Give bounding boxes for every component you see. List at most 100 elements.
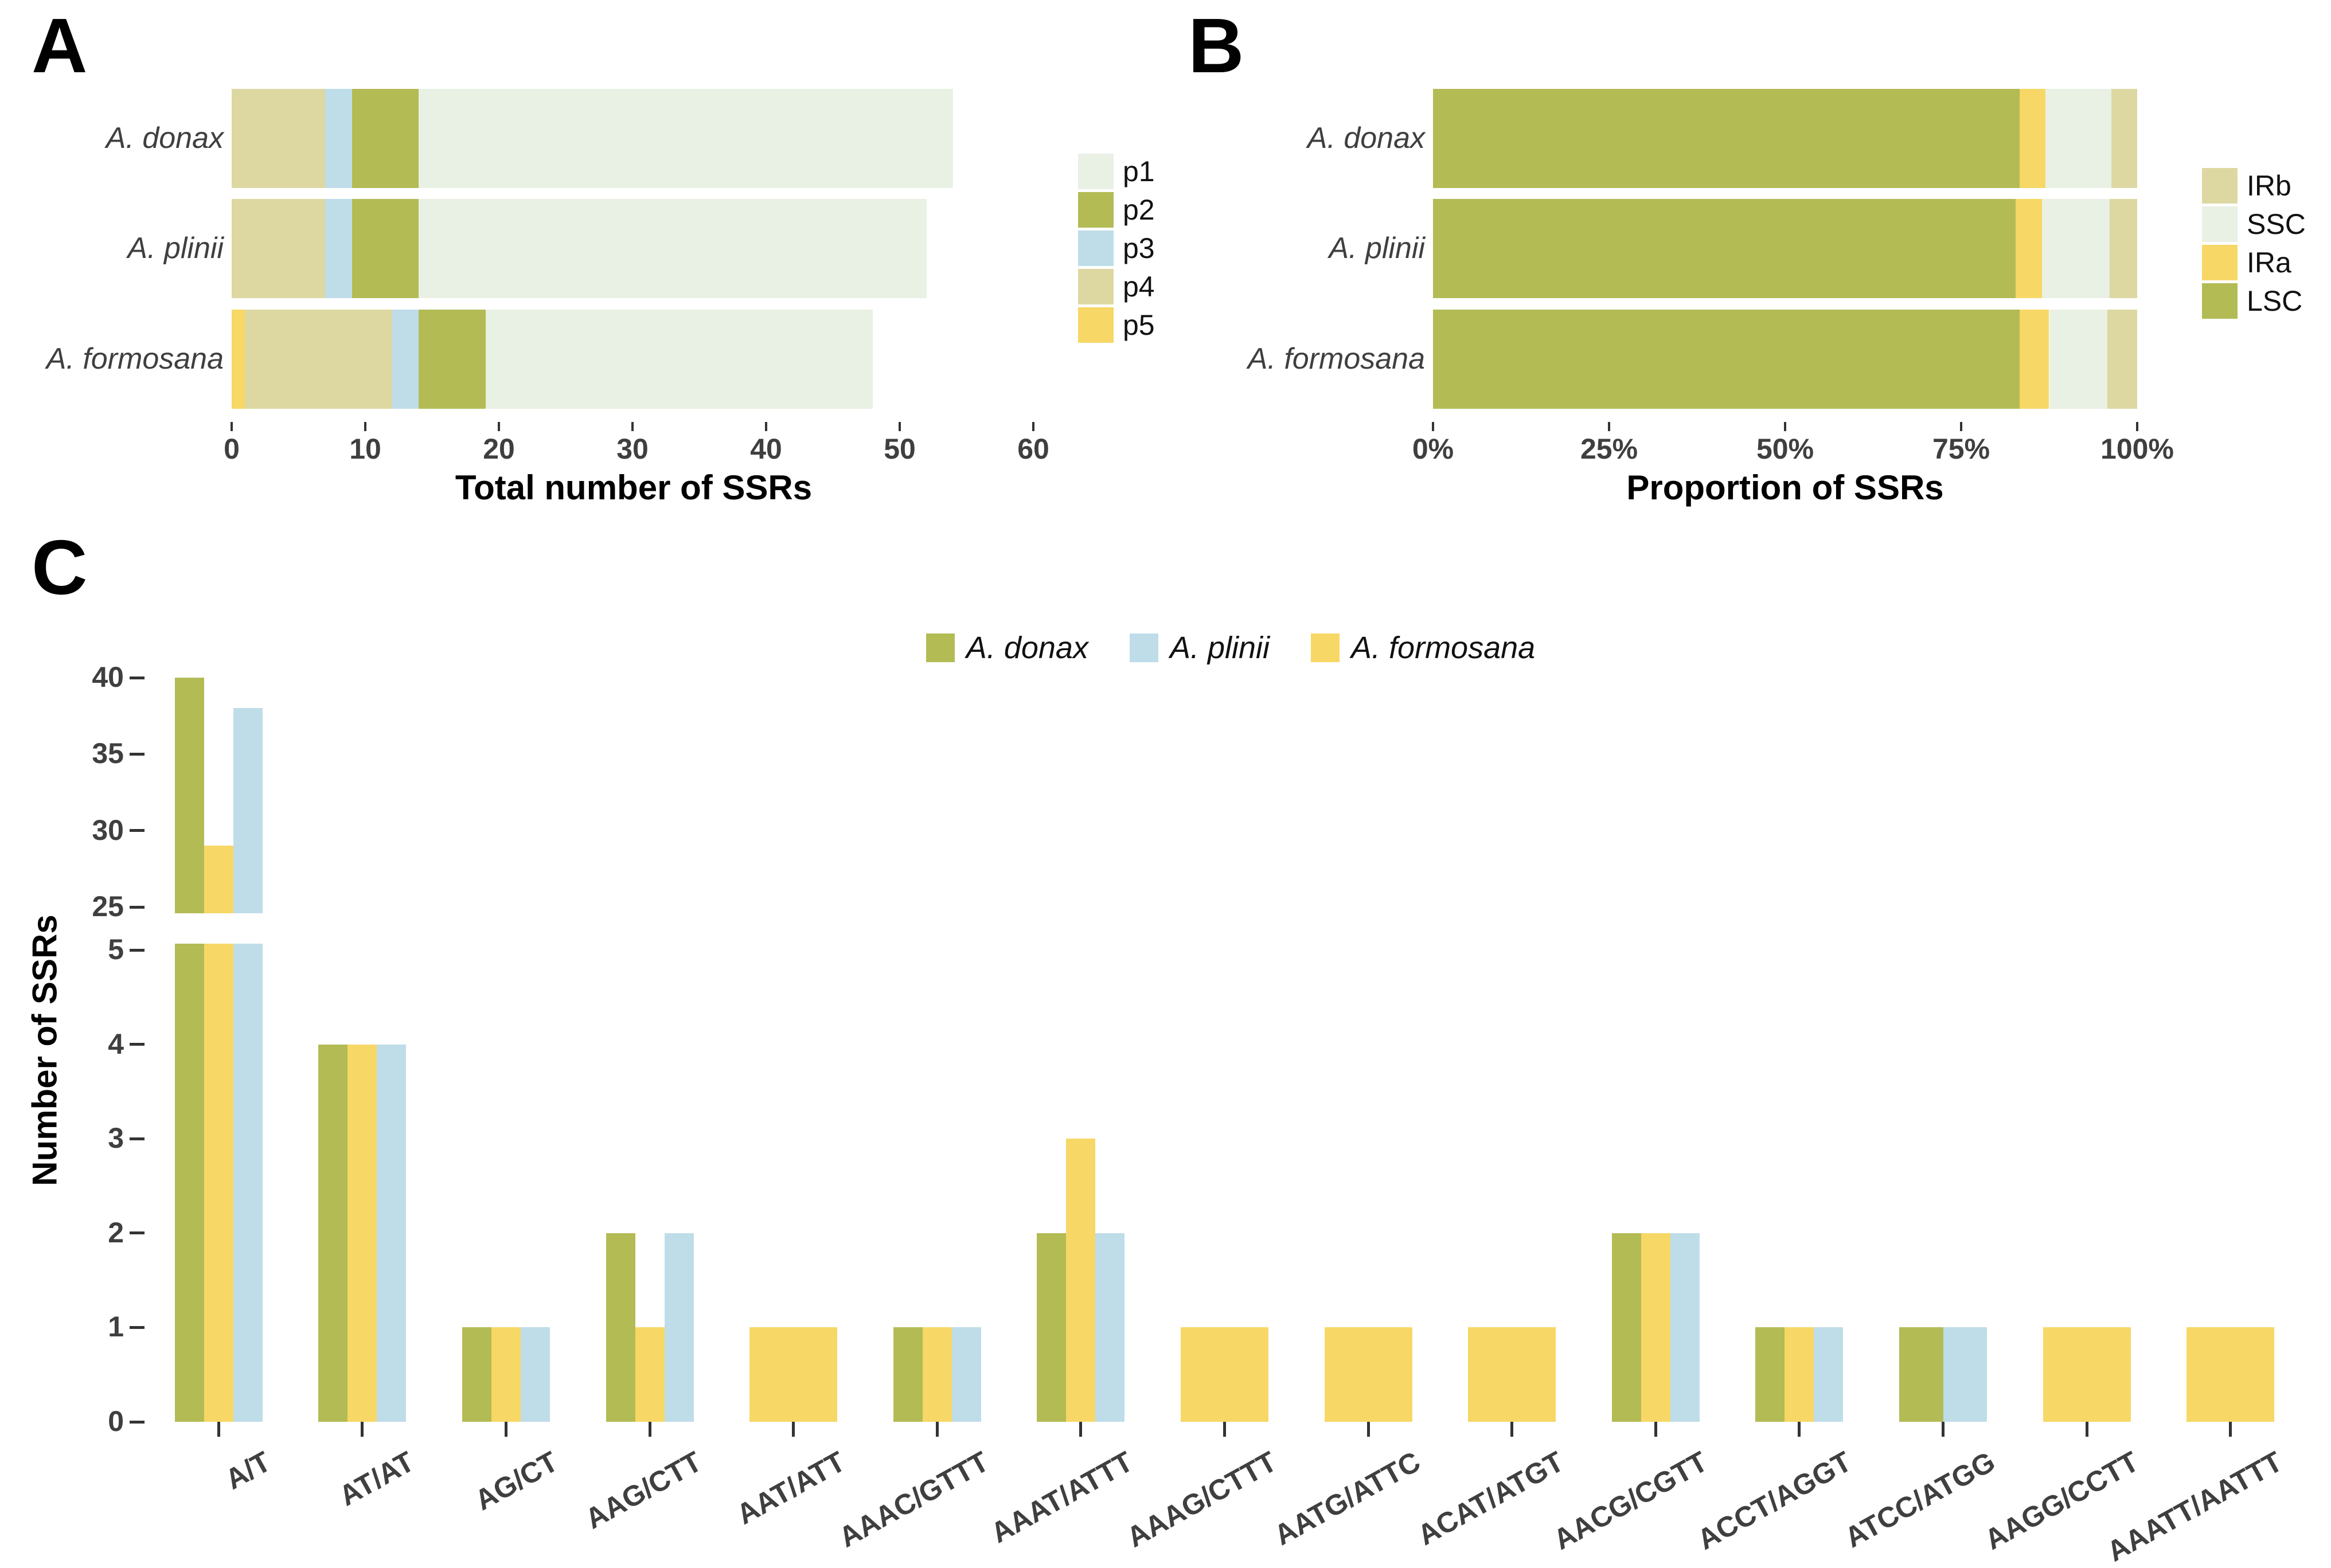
legend-label-LSC: LSC	[2247, 285, 2303, 317]
x-tick-label: 30	[616, 433, 649, 465]
y-tick-label: 40	[92, 661, 124, 693]
y-tick-label: 4	[108, 1027, 124, 1060]
legend-key-p3	[1078, 230, 1114, 266]
bar-A. formosana	[1785, 1327, 1814, 1422]
y-tick-label: 2	[108, 1216, 124, 1249]
x-tick-mark	[361, 1422, 364, 1437]
bar-segment-p4	[245, 310, 392, 409]
species-label: A. plinii	[1329, 232, 1425, 265]
x-tick-label: 0	[224, 433, 240, 465]
x-tick-mark	[1032, 422, 1034, 431]
x-tick-mark	[231, 422, 233, 431]
y-tick-label: 25	[92, 890, 124, 922]
legend-key-A. plinii	[1129, 634, 1158, 662]
legend-label-IRa: IRa	[2247, 247, 2291, 279]
x-tick-mark	[505, 1422, 507, 1437]
bar-segment-p3	[392, 310, 419, 409]
bar-upper-A. formosana	[204, 846, 233, 913]
legend-label: A. plinii	[1169, 631, 1270, 665]
bar-A. formosana	[491, 1327, 521, 1422]
bar-A. formosana	[1066, 1139, 1096, 1422]
species-label: A. formosana	[46, 342, 224, 376]
y-tick-mark	[130, 676, 145, 679]
bar-segment-p3	[325, 199, 352, 298]
bar-A. donax	[174, 944, 204, 1422]
x-tick-label: 20	[483, 433, 515, 465]
y-tick-mark	[130, 948, 145, 952]
bar-A. donax	[1611, 1233, 1641, 1422]
legend-key-p5	[1078, 307, 1114, 343]
legend-label-p1: p1	[1123, 155, 1155, 187]
bar-segment-LSC	[1433, 310, 2020, 409]
x-tick-label: ATCC/ATGG	[1839, 1445, 2001, 1554]
legend-label: A. donax	[966, 631, 1088, 665]
bar-A. plinii	[377, 1044, 407, 1422]
bar-A. plinii	[951, 1327, 981, 1422]
x-tick-label: A/T	[220, 1445, 276, 1496]
bar-A. formosana	[204, 944, 233, 1422]
legend-key-SSC	[2202, 206, 2238, 242]
legend-label: A. formosana	[1351, 631, 1536, 665]
bar-segment-IRb	[2111, 89, 2137, 188]
y-tick-label: 1	[108, 1311, 124, 1343]
bar-A. plinii	[1095, 1233, 1125, 1422]
y-tick-mark	[130, 1420, 145, 1424]
x-tick-mark	[899, 422, 901, 431]
bar-segment-SSC	[2049, 310, 2108, 409]
bar-A. plinii	[1814, 1327, 1844, 1422]
bar-segment-IRb	[2110, 199, 2137, 298]
x-tick-mark	[1432, 422, 1434, 431]
bar-A. formosana	[1324, 1327, 1412, 1422]
x-tick-mark	[648, 1422, 651, 1437]
y-tick-mark	[130, 905, 145, 909]
x-tick-mark	[364, 422, 366, 431]
bar-A. formosana	[922, 1327, 952, 1422]
bar-A. formosana	[635, 1327, 665, 1422]
x-tick-label: AAG/CTT	[580, 1445, 707, 1535]
x-tick-label: 100%	[2100, 433, 2174, 465]
bar-segment-p4	[232, 199, 326, 298]
x-tick-label: AT/AT	[334, 1445, 420, 1512]
legend-key-p2	[1078, 192, 1114, 228]
x-tick-label: ACCT/AGGT	[1692, 1445, 1857, 1556]
legend-key-A. formosana	[1311, 634, 1340, 662]
x-tick-mark	[1608, 422, 1610, 431]
x-tick-mark	[1079, 1422, 1083, 1437]
bar-A. donax	[606, 1233, 635, 1422]
panel-b-letter: B	[1188, 2, 1244, 89]
bar-upper-A. plinii	[233, 708, 263, 913]
bar-A. formosana	[2186, 1327, 2275, 1422]
x-tick-label: AAAG/CTTT	[1121, 1445, 1282, 1554]
x-tick-mark	[1654, 1422, 1657, 1437]
bar-segment-p2	[419, 310, 486, 409]
x-tick-mark	[2136, 422, 2138, 431]
bar-A. plinii	[664, 1233, 694, 1422]
bar-segment-p5	[232, 310, 245, 409]
legend-key-p4	[1078, 269, 1114, 304]
x-tick-label: AAT/ATT	[731, 1445, 851, 1531]
legend-label-SSC: SSC	[2247, 208, 2306, 240]
panel-c-letter: C	[32, 524, 88, 611]
bar-A. formosana	[347, 1044, 377, 1422]
bar-A. donax	[318, 1044, 348, 1422]
legend-key-LSC	[2202, 283, 2238, 319]
species-label: A. plinii	[127, 232, 224, 265]
bar-segment-SSC	[2042, 199, 2110, 298]
x-tick-mark	[1960, 422, 1962, 431]
bar-A. formosana	[2043, 1327, 2131, 1422]
x-tick-label: 25%	[1580, 433, 1638, 465]
legend-item: A. plinii	[1129, 630, 1270, 666]
bar-A. donax	[1037, 1233, 1067, 1422]
x-tick-mark	[631, 422, 634, 431]
x-tick-mark	[765, 422, 767, 431]
y-tick-mark	[130, 752, 145, 756]
bar-segment-LSC	[1433, 199, 2016, 298]
y-tick-label: 30	[92, 814, 124, 846]
bar-A. plinii	[1670, 1233, 1700, 1422]
legend-key-A. donax	[926, 634, 955, 662]
legend-item: A. formosana	[1311, 630, 1535, 666]
bar-A. donax	[462, 1327, 491, 1422]
y-tick-label: 35	[92, 737, 124, 770]
y-tick-mark	[130, 1043, 145, 1046]
bar-upper-A. donax	[174, 678, 204, 913]
